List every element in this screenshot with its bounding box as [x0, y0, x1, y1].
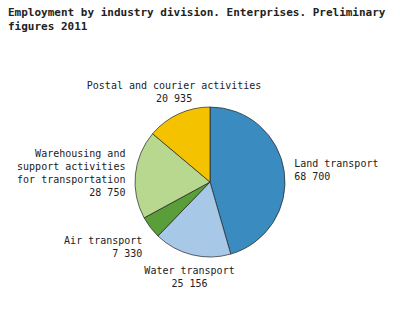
- slice-label-name: Water transport: [144, 265, 234, 276]
- slice-label: Postal and courier activities 20 935: [87, 80, 262, 104]
- chart: Employment by industry division. Enterpr…: [0, 0, 400, 320]
- slice-label-value: 25 156: [171, 278, 207, 289]
- slice-label-value: 28 750: [89, 187, 125, 198]
- slice-label-name: support activities: [17, 161, 125, 172]
- title-line: Employment by industry division. Enterpr…: [8, 6, 386, 19]
- slices: [135, 107, 285, 257]
- slice-label: Water transport 25 156: [144, 265, 234, 289]
- slice: [153, 107, 210, 182]
- slice-label-value: 68 700: [294, 171, 330, 182]
- slice-label-name: for transportation: [17, 174, 125, 185]
- title: Employment by industry division. Enterpr…: [8, 6, 386, 33]
- slice-label-name: Warehousing and: [35, 148, 125, 159]
- labels: Land transport 68 700 Water transport 25 15…: [17, 80, 378, 290]
- slice-label-value: 7 330: [112, 248, 142, 259]
- title-line: figures 2011: [8, 20, 88, 33]
- background: [0, 0, 400, 320]
- slice-label-name: Land transport: [294, 158, 378, 169]
- slice-label: Warehousing and support activities for tra…: [17, 148, 125, 198]
- slice-label-value: 20 935: [156, 93, 192, 104]
- slice-label-name: Postal and courier activities: [87, 80, 262, 91]
- slice-label: Land transport 68 700: [294, 158, 378, 182]
- slice-label-name: Air transport: [64, 235, 142, 246]
- slice-label: Air transport 7 330: [64, 235, 142, 259]
